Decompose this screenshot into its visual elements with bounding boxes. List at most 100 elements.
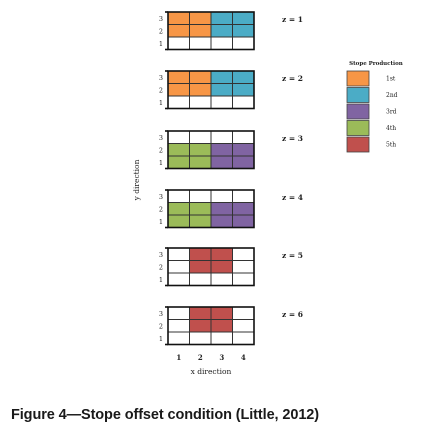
grid-border [167, 11, 255, 51]
x-axis: 1 2 3 4 x direction [176, 353, 246, 376]
y-tick-label: 3 [159, 74, 163, 82]
y-tick-label: 2 [159, 86, 163, 94]
grid-cell [167, 11, 190, 25]
grid-cell [189, 247, 212, 261]
y-axis: y direction [132, 159, 141, 201]
grid-cell [210, 306, 233, 320]
z-level-label: z = 2 [282, 74, 303, 83]
grid-cell [232, 70, 255, 84]
legend-swatch [346, 120, 370, 136]
grid-cell [232, 130, 255, 144]
y-tick-label: 3 [159, 134, 163, 142]
grid-cell [232, 11, 255, 25]
grid-cell [210, 155, 233, 169]
legend-label: 5th [386, 142, 396, 149]
level-grid-z6: 3 2 1 z = 6 [159, 306, 303, 346]
grid-cell [167, 155, 190, 169]
grid-cell [167, 143, 190, 157]
grid-cell [210, 331, 233, 345]
grid-cell [232, 247, 255, 261]
grid-cell [232, 95, 255, 109]
grid-cell [167, 189, 190, 203]
grid-border [167, 189, 255, 229]
grid-border [167, 247, 255, 287]
grid-cell [167, 95, 190, 109]
grid-cell [167, 331, 190, 345]
grid-cell [232, 260, 255, 274]
grid-cell [189, 36, 212, 50]
grid-cell [167, 83, 190, 97]
grid-cell [189, 95, 212, 109]
y-tick-label: 1 [159, 159, 163, 167]
grid-cell [167, 130, 190, 144]
grid-cell [189, 214, 212, 228]
z-level-label: z = 1 [282, 15, 303, 24]
y-tick-label: 2 [159, 205, 163, 213]
legend-label: 2nd [386, 92, 398, 99]
grid-cell [232, 272, 255, 286]
grid-cell [167, 319, 190, 333]
grid-cell [232, 214, 255, 228]
grid-cell [167, 70, 190, 84]
legend-swatch [346, 87, 370, 103]
grid-cell [210, 36, 233, 50]
grid-cell [189, 130, 212, 144]
legend: Stope Production 1st 2nd 3rd 4th 5th [346, 61, 403, 153]
grid-cell [232, 331, 255, 345]
grid-cell [210, 143, 233, 157]
y-tick-label: 3 [159, 251, 163, 259]
legend-item: 1st [346, 70, 396, 87]
grid-cell [232, 319, 255, 333]
legend-swatch [346, 70, 370, 87]
grid-cell [167, 260, 190, 274]
grid-cell [189, 24, 212, 38]
grid-cell [189, 11, 212, 25]
grid-cell [210, 11, 233, 25]
grid-cell [189, 155, 212, 169]
legend-item: 4th [346, 120, 396, 136]
stope-offset-diagram: 3 2 1 z = 1 3 2 1 z = 2 3 2 1 z = 3 3 2 1 z = 4 3 2 1 z = 5… [132, 11, 403, 376]
grid-cell [232, 189, 255, 203]
level-grid-z3: 3 2 1 z = 3 [159, 130, 303, 170]
grid-cell [210, 214, 233, 228]
x-axis-label: x direction [191, 367, 232, 376]
grid-cell [189, 70, 212, 84]
x-tick-label: 3 [219, 353, 224, 362]
y-tick-label: 3 [159, 15, 163, 23]
y-tick-label: 1 [159, 99, 163, 107]
grid-cell [189, 143, 212, 157]
level-grids: 3 2 1 z = 1 3 2 1 z = 2 3 2 1 z = 3 3 2 1 z = 4 3 2 1 z = 5… [159, 11, 303, 346]
legend-label: 3rd [386, 109, 397, 116]
grid-cell [210, 260, 233, 274]
level-grid-z2: 3 2 1 z = 2 [159, 70, 303, 110]
y-tick-label: 2 [159, 27, 163, 35]
legend-label: 4th [386, 125, 396, 132]
grid-cell [210, 202, 233, 216]
x-tick-label: 4 [241, 353, 246, 362]
legend-swatch [346, 136, 370, 153]
z-level-label: z = 5 [282, 251, 303, 260]
grid-cell [210, 70, 233, 84]
grid-cell [189, 306, 212, 320]
grid-cell [232, 36, 255, 50]
grid-cell [210, 247, 233, 261]
z-level-label: z = 4 [282, 193, 303, 202]
y-tick-label: 3 [159, 310, 163, 318]
grid-cell [189, 83, 212, 97]
legend-title: Stope Production [349, 61, 403, 67]
z-level-label: z = 6 [282, 310, 303, 319]
grid-cell [210, 130, 233, 144]
legend-label: 1st [386, 76, 396, 83]
y-tick-label: 1 [159, 276, 163, 284]
level-grid-z4: 3 2 1 z = 4 [159, 189, 303, 229]
grid-cell [189, 319, 212, 333]
level-grid-z1: 3 2 1 z = 1 [159, 11, 303, 51]
grid-cell [167, 214, 190, 228]
grid-cell [232, 83, 255, 97]
grid-cell [232, 306, 255, 320]
legend-item: 5th [346, 136, 396, 153]
grid-cell [189, 272, 212, 286]
legend-item: 2nd [346, 87, 398, 103]
x-tick-label: 1 [176, 353, 181, 362]
grid-cell [167, 24, 190, 38]
